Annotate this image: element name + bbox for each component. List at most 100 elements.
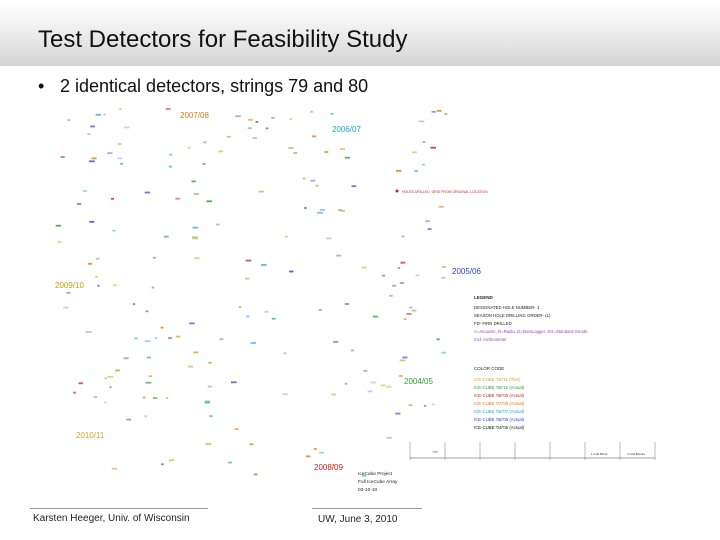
string-marker bbox=[215, 223, 220, 226]
string-marker bbox=[344, 303, 350, 305]
string-marker bbox=[115, 369, 120, 372]
string-marker bbox=[219, 338, 224, 341]
string-marker bbox=[95, 113, 101, 116]
string-marker bbox=[289, 118, 292, 121]
string-marker bbox=[171, 459, 175, 461]
string-marker bbox=[319, 451, 324, 454]
string-marker bbox=[427, 228, 432, 230]
string-marker bbox=[118, 143, 122, 145]
string-marker bbox=[293, 152, 298, 154]
string-marker bbox=[438, 205, 444, 208]
footer-date: UW, June 3, 2010 bbox=[318, 514, 398, 525]
string-marker bbox=[340, 209, 345, 212]
season-label-2007-08: 2007/08 bbox=[180, 111, 209, 120]
string-marker bbox=[126, 418, 132, 421]
string-marker bbox=[425, 220, 430, 223]
string-marker bbox=[385, 385, 392, 388]
string-marker bbox=[392, 284, 397, 287]
string-marker bbox=[401, 235, 405, 238]
string-marker bbox=[60, 156, 65, 158]
string-marker bbox=[315, 184, 319, 187]
string-marker bbox=[258, 190, 264, 193]
string-marker bbox=[285, 235, 288, 238]
string-marker bbox=[192, 226, 199, 229]
season-label-2008-09: 2008/09 bbox=[314, 463, 343, 472]
string-marker bbox=[91, 157, 97, 160]
string-marker bbox=[226, 135, 231, 138]
string-marker bbox=[202, 163, 206, 165]
string-marker bbox=[187, 365, 194, 368]
string-marker bbox=[119, 162, 123, 165]
string-marker bbox=[245, 259, 252, 262]
footer-presenter: Karsten Heeger, Univ. of Wisconsin bbox=[33, 513, 190, 524]
color-code-lines: ICE-CUBE '10/'11 (Plan) ICE-CUBE '09/'10 … bbox=[474, 377, 525, 430]
string-marker bbox=[103, 401, 107, 404]
slide-title: Test Detectors for Feasibility Study bbox=[38, 26, 408, 53]
string-marker bbox=[111, 467, 118, 470]
legend-line: A=Acoustic, R=Radio, D=DustLogger, SG=St… bbox=[474, 329, 588, 334]
string-marker bbox=[372, 315, 378, 318]
string-marker bbox=[336, 254, 342, 257]
color-code-line: ICE-CUBE '05/'06 (Actual) bbox=[474, 417, 525, 422]
string-marker bbox=[432, 450, 438, 453]
color-code-line: ICE-CUBE '10/'11 (Plan) bbox=[474, 377, 521, 382]
string-marker bbox=[288, 147, 294, 149]
title-block-line-3: 03-10-10 bbox=[358, 487, 378, 493]
string-marker bbox=[418, 120, 425, 123]
bullet-dot-icon: • bbox=[38, 76, 45, 96]
string-marker bbox=[265, 127, 269, 130]
string-marker bbox=[82, 190, 87, 192]
string-marker bbox=[402, 356, 408, 359]
string-markers bbox=[55, 108, 448, 477]
string-marker bbox=[133, 303, 136, 305]
string-marker bbox=[310, 110, 313, 113]
string-marker bbox=[431, 403, 435, 406]
string-marker bbox=[311, 135, 317, 138]
annotation-marker-icon bbox=[395, 189, 399, 193]
string-marker bbox=[78, 382, 83, 385]
string-marker bbox=[228, 461, 232, 464]
string-marker bbox=[331, 463, 335, 466]
string-marker bbox=[145, 381, 152, 384]
string-marker bbox=[399, 359, 406, 362]
annotation-text: HOLES DRILLED, GRID FROM ORIGINAL LOCATI… bbox=[402, 190, 488, 194]
string-marker bbox=[395, 412, 401, 415]
string-marker bbox=[112, 229, 116, 232]
string-marker bbox=[208, 361, 212, 364]
string-marker bbox=[207, 385, 212, 388]
string-marker bbox=[175, 335, 181, 338]
footer-rule-center bbox=[312, 508, 422, 509]
legend-line: DESIGNATED HOLE NUMBER- 1 bbox=[474, 305, 540, 310]
string-marker bbox=[189, 322, 195, 325]
string-marker bbox=[406, 313, 412, 315]
season-label-2006-07: 2006/07 bbox=[332, 125, 361, 134]
string-marker bbox=[246, 315, 250, 318]
string-marker bbox=[252, 137, 257, 139]
string-marker bbox=[386, 436, 392, 439]
string-marker bbox=[160, 326, 164, 329]
legend-line: Incl- Inclinometer bbox=[474, 337, 507, 342]
string-marker bbox=[117, 157, 123, 160]
string-marker bbox=[95, 275, 98, 278]
string-marker bbox=[165, 108, 171, 110]
scale-label-1: 1 Grid Block bbox=[591, 452, 608, 456]
scale-label-4: 4 Grid Blocks bbox=[627, 452, 645, 456]
season-label-2004-05: 2004/05 bbox=[404, 377, 433, 386]
string-marker bbox=[104, 377, 107, 380]
legend-lines: DESIGNATED HOLE NUMBER- 1 SEASON HOLE DRI… bbox=[474, 305, 588, 342]
string-marker bbox=[399, 375, 403, 377]
string-marker bbox=[87, 133, 91, 136]
string-marker bbox=[441, 351, 446, 354]
string-marker bbox=[77, 203, 82, 205]
string-marker bbox=[414, 170, 419, 172]
string-marker bbox=[67, 119, 71, 121]
season-label-2005-06: 2005/06 bbox=[452, 267, 481, 276]
string-marker bbox=[113, 284, 118, 287]
string-marker bbox=[361, 266, 367, 269]
string-marker bbox=[107, 375, 114, 378]
color-code-heading: COLOR CODE bbox=[474, 366, 504, 371]
string-marker bbox=[152, 256, 156, 259]
string-marker bbox=[331, 393, 337, 396]
string-marker bbox=[168, 337, 172, 339]
string-marker bbox=[367, 390, 373, 393]
